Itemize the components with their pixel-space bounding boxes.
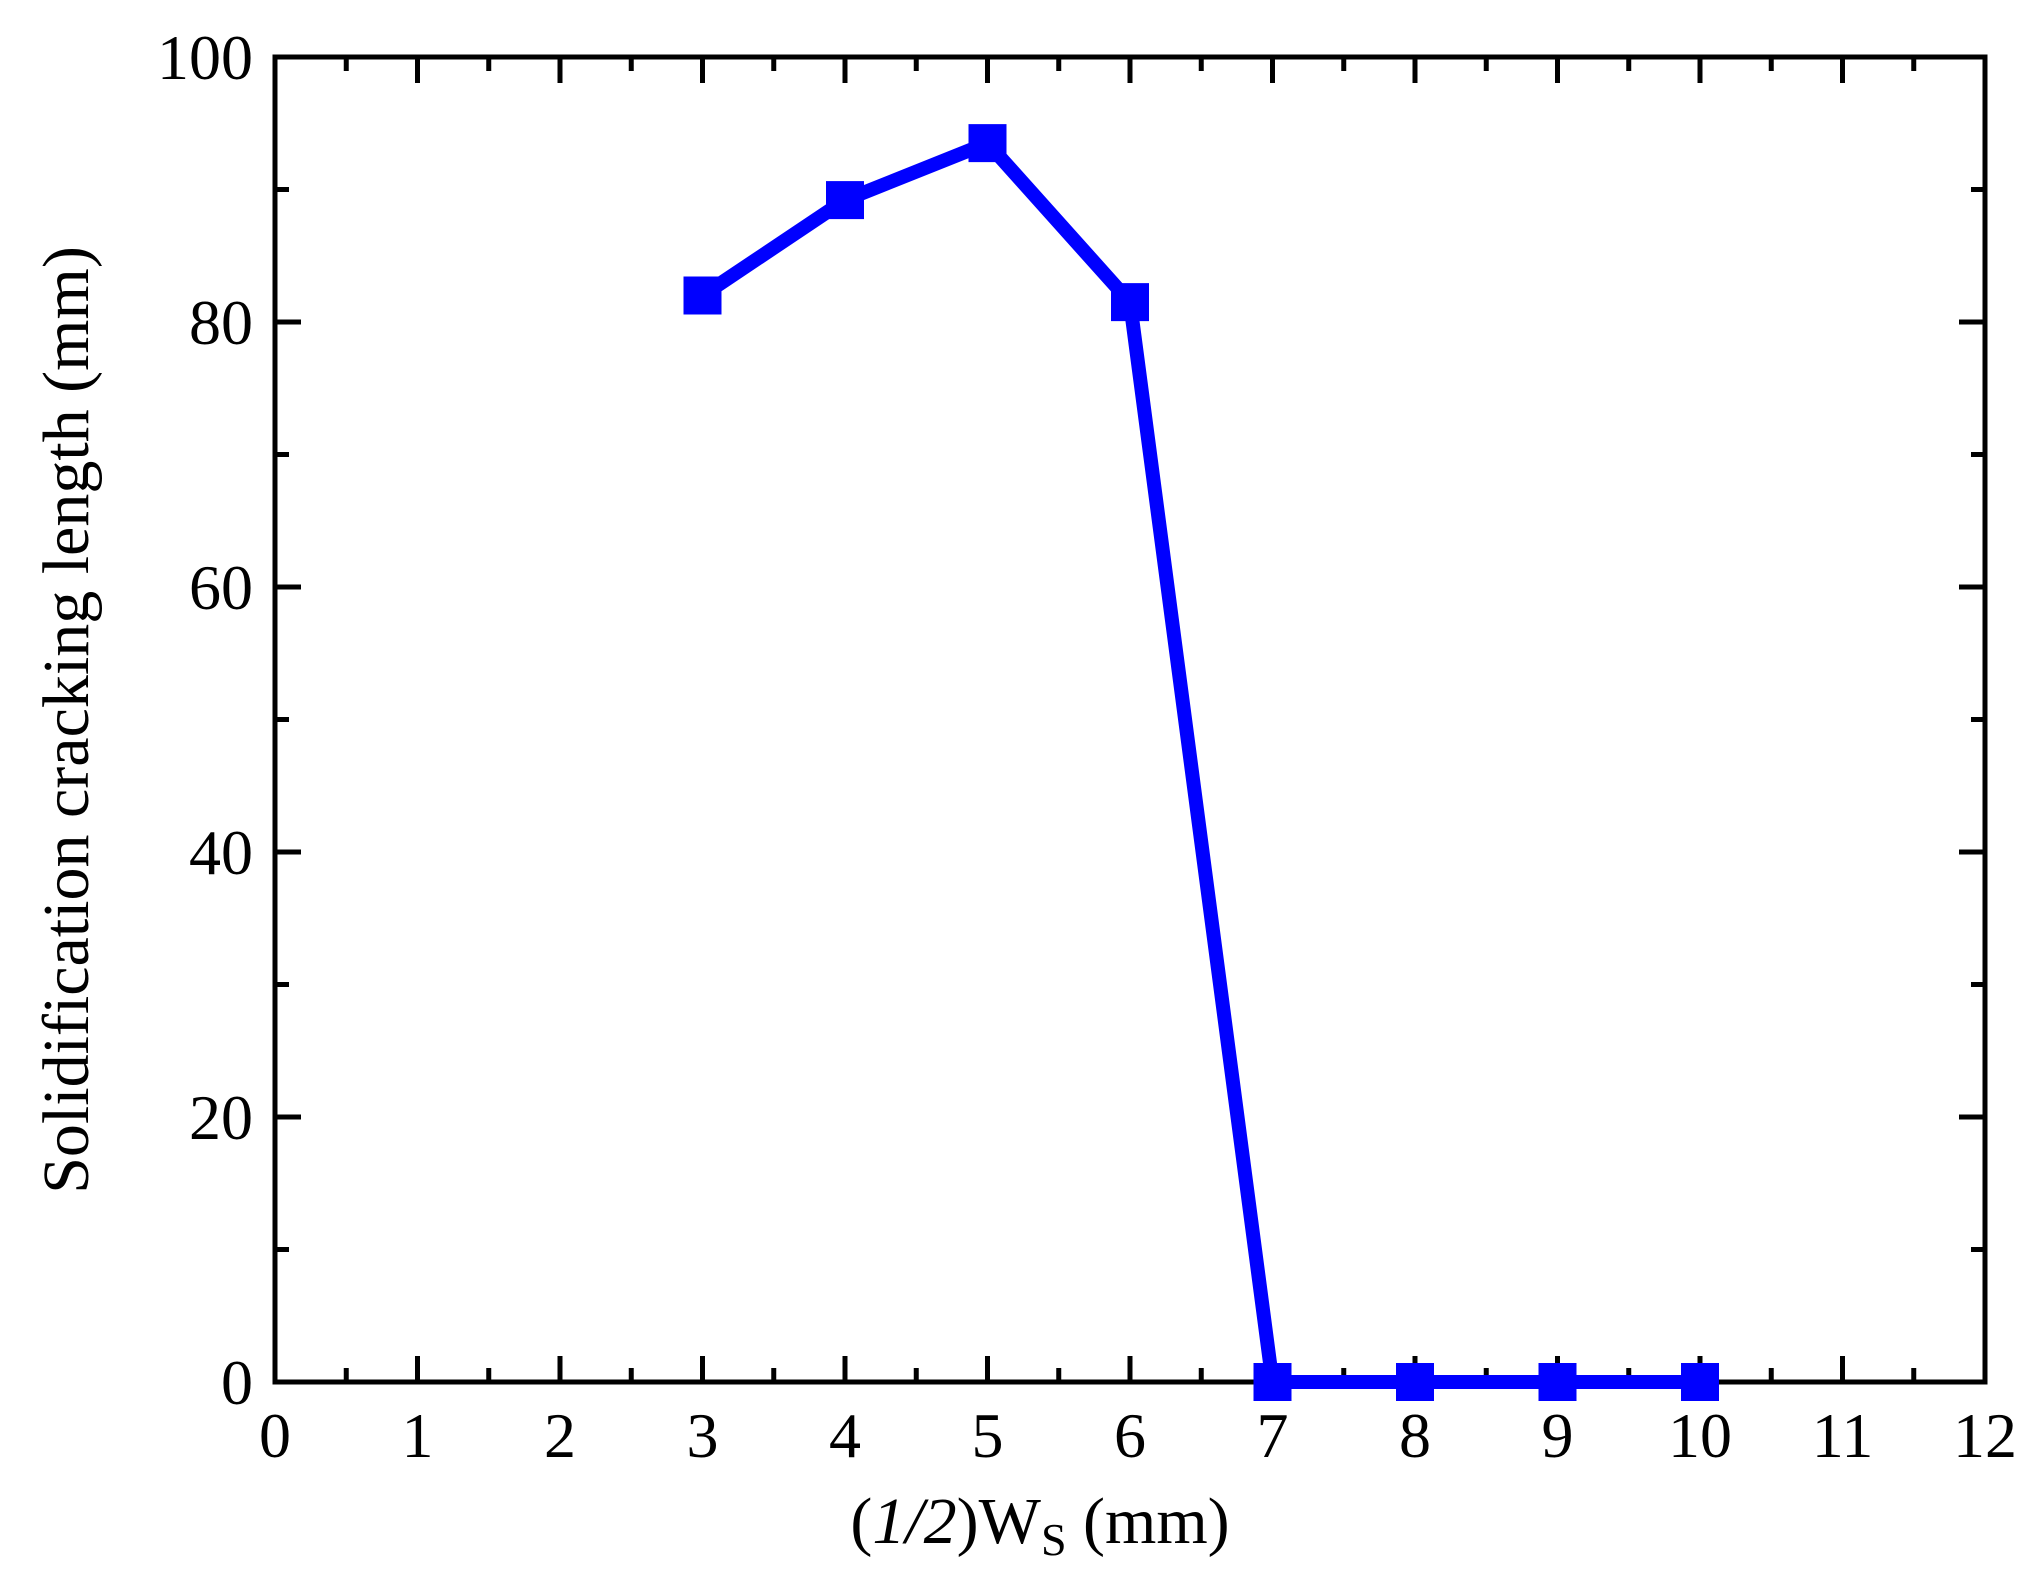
x-tick-label: 1 — [402, 1400, 434, 1471]
y-tick-label: 60 — [189, 552, 253, 623]
x-tick-label: 2 — [544, 1400, 576, 1471]
y-tick-label: 100 — [157, 22, 253, 93]
data-point-marker — [1681, 1363, 1719, 1401]
y-tick-labels: 0 20 40 60 80 100 — [157, 22, 253, 1418]
x-tick-label: 9 — [1542, 1400, 1574, 1471]
x-tick-label: 11 — [1812, 1400, 1874, 1471]
data-point-marker — [1253, 1363, 1292, 1401]
x-tick-label: 8 — [1399, 1400, 1431, 1471]
x-tick-label: 5 — [972, 1400, 1004, 1471]
y-tick-label: 40 — [189, 817, 253, 888]
y-tick-label: 20 — [189, 1082, 253, 1153]
y-tick-label: 80 — [189, 287, 253, 358]
x-tick-label: 12 — [1953, 1400, 2017, 1471]
x-tick-label: 0 — [259, 1400, 291, 1471]
data-point-marker — [826, 181, 864, 220]
data-series — [683, 124, 1719, 1401]
plot-frame — [272, 54, 1988, 1385]
x-tick-label: 3 — [687, 1400, 719, 1471]
x-tick-label: 4 — [829, 1400, 861, 1471]
data-point-marker — [1538, 1363, 1577, 1401]
y-axis-title: Solidification cracking length (mm) — [30, 246, 103, 1194]
x-tick-label: 7 — [1257, 1400, 1289, 1471]
data-point-marker — [683, 276, 722, 315]
axis-ticks — [272, 54, 1988, 1385]
x-tick-label: 10 — [1668, 1400, 1732, 1471]
x-tick-labels: 0 1 2 3 4 5 6 7 8 9 10 11 12 — [259, 1400, 2017, 1471]
y-tick-label: 0 — [221, 1347, 253, 1418]
series-line — [698, 134, 1700, 1389]
x-axis-title: (1/2)WS (mm) — [850, 1485, 1229, 1565]
x-tick-label: 6 — [1114, 1400, 1146, 1471]
data-point-marker — [968, 124, 1007, 163]
data-point-marker — [1111, 283, 1149, 322]
data-point-marker — [1396, 1363, 1434, 1401]
